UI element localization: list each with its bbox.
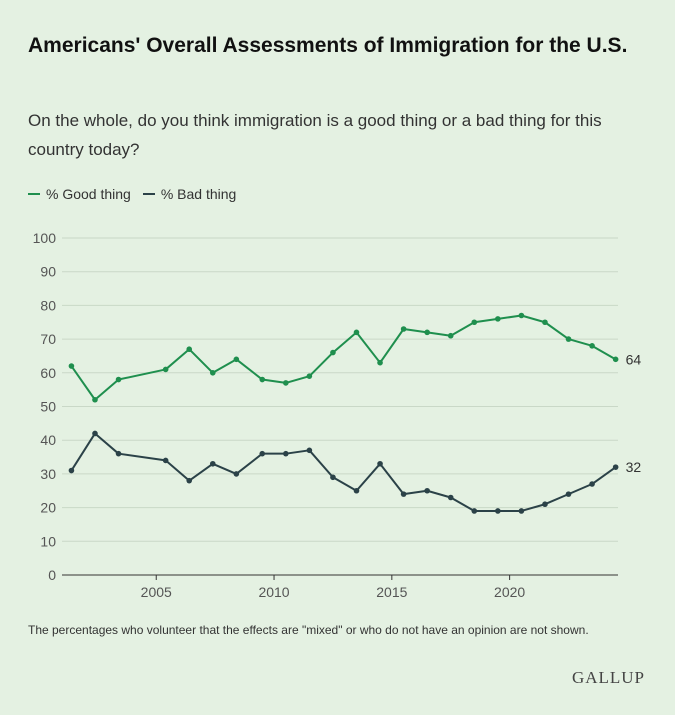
data-point-bad [233, 471, 240, 477]
legend-item-good: % Good thing [28, 186, 131, 202]
data-point-good [233, 356, 240, 363]
data-point-bad [447, 494, 454, 501]
y-tick-label: 50 [40, 399, 56, 415]
footnote: The percentages who volunteer that the e… [28, 623, 589, 637]
data-point-bad [283, 450, 289, 457]
y-tick-label: 10 [40, 533, 56, 549]
end-label-bad: 32 [626, 459, 642, 475]
data-point-good [92, 396, 98, 403]
data-point-bad [306, 447, 313, 454]
legend-swatch-bad [142, 193, 155, 195]
y-tick-label: 100 [33, 230, 57, 246]
data-point-bad [542, 501, 548, 508]
data-point-good [542, 319, 548, 326]
data-point-bad [162, 457, 169, 464]
data-point-good [259, 376, 266, 383]
data-point-good [186, 346, 193, 353]
data-point-good [330, 349, 336, 356]
data-point-bad [612, 464, 619, 470]
data-point-bad [518, 508, 525, 514]
data-point-bad [259, 450, 266, 457]
data-point-good [209, 370, 216, 376]
y-tick-label: 60 [40, 365, 56, 381]
y-tick-label: 0 [48, 567, 56, 583]
data-point-bad [92, 430, 98, 437]
end-label-good: 64 [626, 351, 642, 367]
data-point-good [471, 319, 478, 326]
data-point-good [589, 343, 595, 349]
data-point-bad [400, 491, 407, 497]
data-point-bad [186, 477, 193, 484]
data-point-bad [565, 491, 572, 497]
legend: % Good thing % Bad thing [28, 186, 248, 202]
data-point-bad [377, 460, 383, 467]
series-line-bad [70, 432, 617, 512]
data-point-bad [495, 508, 501, 514]
data-point-good [495, 316, 501, 322]
data-point-good [115, 376, 122, 383]
data-point-bad [330, 474, 336, 481]
y-tick-label: 80 [40, 297, 56, 313]
data-point-good [400, 326, 407, 332]
data-point-good [565, 336, 572, 342]
legend-item-bad: % Bad thing [142, 186, 237, 202]
data-point-good [424, 329, 430, 336]
data-point-good [306, 373, 313, 379]
data-point-bad [353, 487, 360, 494]
y-tick-label: 20 [40, 500, 56, 516]
data-point-bad [209, 460, 216, 467]
chart-subtitle: On the whole, do you think immigration i… [28, 111, 602, 159]
x-tick-label: 2020 [494, 584, 525, 600]
legend-swatch-good [28, 193, 40, 195]
data-point-good [518, 312, 525, 319]
gallup-logo: GALLUP [571, 668, 645, 687]
data-point-bad [471, 508, 478, 514]
data-point-good [447, 332, 454, 339]
data-point-bad [589, 481, 595, 487]
data-point-good [612, 356, 619, 363]
x-tick-label: 2010 [258, 584, 289, 600]
chart-title: Americans' Overall Assessments of Immigr… [28, 34, 628, 57]
x-tick-label: 2005 [141, 584, 172, 600]
legend-label-good: % Good thing [46, 186, 131, 202]
data-point-bad [115, 450, 122, 457]
y-tick-label: 90 [40, 264, 56, 280]
data-point-good [377, 359, 383, 366]
data-point-bad [424, 487, 430, 494]
data-point-bad [68, 467, 75, 474]
line-chart: 0 10 20 30 40 50 60 70 80 90 100 2005 2010 2015 2020 64… [33, 230, 642, 600]
data-point-good [68, 363, 75, 369]
y-tick-label: 70 [40, 331, 56, 347]
series-line-good [70, 314, 617, 401]
x-tick-label: 2015 [376, 584, 407, 600]
data-point-good [283, 380, 289, 386]
data-point-good [162, 366, 169, 373]
data-point-good [353, 329, 360, 336]
y-tick-label: 40 [40, 432, 56, 448]
y-tick-label: 30 [40, 466, 56, 482]
legend-label-bad: % Bad thing [160, 186, 237, 202]
